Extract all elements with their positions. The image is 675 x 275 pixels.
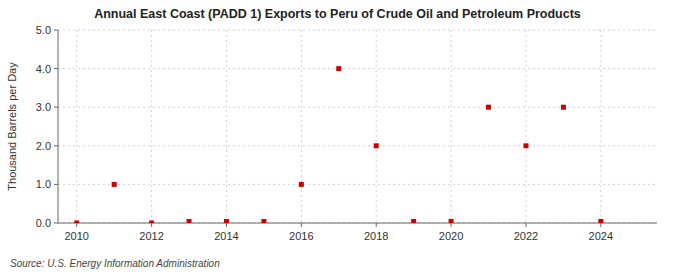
x-tick-label: 2022 [514,230,538,242]
point [224,219,229,223]
x-tick-label: 2020 [439,230,463,242]
point [411,219,416,223]
y-tick-label: 2.0 [36,140,51,152]
point [299,182,304,187]
y-tick [54,145,58,146]
point [149,221,154,224]
point [74,221,79,224]
y-grid-line [58,107,657,108]
y-grid-line [58,145,657,146]
point [523,143,528,148]
y-tick [54,30,58,31]
x-grid-line [451,30,452,223]
y-tick-label: 0.0 [36,217,51,229]
x-tick [525,223,526,227]
x-tick-label: 2012 [139,230,163,242]
point [261,219,266,223]
x-tick [226,223,227,227]
y-tick-label: 3.0 [36,101,51,113]
x-tick [301,223,302,227]
y-axis-line [58,30,59,223]
point [112,182,117,187]
x-tick [76,223,77,227]
annotation: Source: U.S. Energy Information Administ… [10,258,220,269]
x-tick [376,223,377,227]
y-axis-label: Thousand Barrels per Day [6,62,18,191]
grid [58,30,657,223]
y-tick-label: 5.0 [36,24,51,36]
x-grid-line [301,30,302,223]
point [336,66,341,71]
y-grid-line [58,68,657,69]
axes: 0.0 1.0 2.0 3.0 4.0 5.0 2010 2012 2014 2016 2018 20… [36,24,657,242]
point [187,219,192,223]
x-axis-line [58,223,657,224]
point [486,105,491,110]
x-tick [600,223,601,227]
y-grid-line [58,223,657,224]
chart: Annual East Coast (PADD 1) Exports to Pe… [0,0,675,275]
point [374,143,379,148]
y-grid-line [58,184,657,185]
x-tick [451,223,452,227]
points [74,66,603,223]
title: Annual East Coast (PADD 1) Exports to Pe… [94,7,581,21]
y-tick [54,107,58,108]
x-tick-label: 2010 [64,230,88,242]
x-grid-line [226,30,227,223]
y-tick [54,184,58,185]
x-grid-line [76,30,77,223]
point [598,219,603,223]
x-tick-label: 2018 [364,230,388,242]
y-tick-label: 1.0 [36,178,51,190]
point [561,105,566,110]
y-tick [54,68,58,69]
x-grid-line [525,30,526,223]
x-tick [151,223,152,227]
x-grid-line [151,30,152,223]
y-tick [54,223,58,224]
x-tick-label: 2014 [214,230,238,242]
y-tick-label: 4.0 [36,63,51,75]
y-grid-line [58,30,657,31]
x-grid-line [600,30,601,223]
x-grid-line [376,30,377,223]
x-tick-label: 2024 [589,230,613,242]
point [449,219,454,223]
x-tick-label: 2016 [289,230,313,242]
